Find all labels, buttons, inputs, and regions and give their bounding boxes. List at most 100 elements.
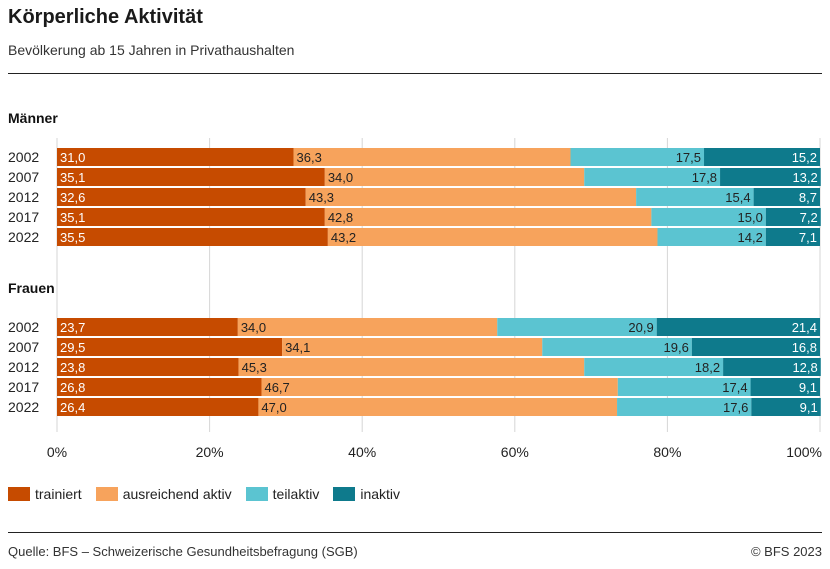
data-label: 17,8 xyxy=(692,170,717,185)
bar-segment xyxy=(542,338,692,356)
data-label: 32,6 xyxy=(60,190,85,205)
data-label: 36,3 xyxy=(297,150,322,165)
bar-segment xyxy=(584,358,724,376)
data-label: 29,5 xyxy=(60,340,85,355)
x-tick-label: 20% xyxy=(196,444,224,460)
data-label: 7,2 xyxy=(800,210,818,225)
data-label: 47,0 xyxy=(261,400,286,415)
bar-segment xyxy=(691,338,820,356)
bar-segment xyxy=(720,168,821,186)
bar-segment xyxy=(282,338,543,356)
data-label: 42,8 xyxy=(328,210,353,225)
year-label: 2017 xyxy=(8,379,39,395)
data-label: 7,1 xyxy=(799,230,817,245)
bar-segment xyxy=(617,378,751,396)
source-note: Quelle: BFS – Schweizerische Gesundheits… xyxy=(8,544,358,559)
data-label: 34,0 xyxy=(328,170,353,185)
chart-subtitle: Bevölkerung ab 15 Jahren in Privathausha… xyxy=(8,42,295,58)
legend-item: ausreichend aktiv xyxy=(95,486,232,502)
bar-segment xyxy=(723,358,821,376)
data-label: 34,0 xyxy=(241,320,266,335)
legend-label: teilaktiv xyxy=(272,486,320,502)
bar-segment xyxy=(657,228,766,246)
bar-segment xyxy=(305,188,637,206)
data-label: 20,9 xyxy=(628,320,653,335)
year-label: 2002 xyxy=(8,149,39,165)
bar-segment xyxy=(324,168,585,186)
bar-segment xyxy=(570,148,705,166)
bar-segment xyxy=(57,358,239,376)
bar-segment xyxy=(237,318,498,336)
legend-swatch xyxy=(333,487,356,501)
legend-item: trainiert xyxy=(8,486,82,502)
bar-segment xyxy=(753,188,820,206)
chart-title: Körperliche Aktivität xyxy=(8,6,203,28)
data-label: 19,6 xyxy=(664,340,689,355)
bar-segment xyxy=(57,378,262,396)
data-label: 31,0 xyxy=(60,150,85,165)
year-label: 2002 xyxy=(8,319,39,335)
data-label: 12,8 xyxy=(792,360,817,375)
group-label: Männer xyxy=(8,110,58,126)
bar-segment xyxy=(57,168,325,186)
bar-segment xyxy=(324,208,652,226)
bar-segment xyxy=(57,188,306,206)
year-label: 2022 xyxy=(8,399,39,415)
data-label: 43,3 xyxy=(309,190,334,205)
bar-segment xyxy=(238,358,585,376)
bar-segment xyxy=(261,378,618,396)
year-label: 2012 xyxy=(8,189,39,205)
x-tick-label: 100% xyxy=(786,444,822,460)
data-label: 13,2 xyxy=(792,170,817,185)
bar-segment xyxy=(57,318,238,336)
data-label: 26,4 xyxy=(60,400,85,415)
data-label: 43,2 xyxy=(331,230,356,245)
legend-item: teilaktiv xyxy=(245,486,320,502)
data-label: 18,2 xyxy=(695,360,720,375)
data-label: 35,5 xyxy=(60,230,85,245)
stacked-bar-chart: Männer 2002 31,0 36,3 17,5 15,2 2007 35,1 34,0 17… xyxy=(8,110,822,460)
data-label: 16,8 xyxy=(792,340,817,355)
bar-segment xyxy=(327,228,658,246)
data-label: 8,7 xyxy=(799,190,817,205)
data-label: 9,1 xyxy=(799,380,817,395)
bar-segment xyxy=(750,378,820,396)
x-tick-label: 80% xyxy=(653,444,681,460)
bar-segment xyxy=(57,338,283,356)
data-label: 15,0 xyxy=(738,210,763,225)
data-label: 23,8 xyxy=(60,360,85,375)
bar-segment xyxy=(497,318,657,336)
bar-segment xyxy=(57,148,294,166)
bar-segment xyxy=(584,168,721,186)
data-label: 17,5 xyxy=(676,150,701,165)
bar-segment xyxy=(57,208,325,226)
data-label: 15,2 xyxy=(792,150,817,165)
data-label: 9,1 xyxy=(800,400,818,415)
data-label: 34,1 xyxy=(285,340,310,355)
data-label: 26,8 xyxy=(60,380,85,395)
bar-segment xyxy=(651,208,766,226)
data-label: 17,4 xyxy=(722,380,747,395)
legend-label: trainiert xyxy=(35,486,82,502)
year-label: 2017 xyxy=(8,209,39,225)
bar-segment xyxy=(258,398,618,416)
x-tick-label: 40% xyxy=(348,444,376,460)
data-label: 46,7 xyxy=(264,380,289,395)
data-label: 14,2 xyxy=(738,230,763,245)
legend-swatch xyxy=(8,487,30,501)
year-label: 2022 xyxy=(8,229,39,245)
group-label: Frauen xyxy=(8,280,55,296)
footer-divider xyxy=(8,532,822,533)
data-label: 45,3 xyxy=(242,360,267,375)
data-label: 21,4 xyxy=(792,320,817,335)
data-label: 17,6 xyxy=(723,400,748,415)
data-label: 35,1 xyxy=(60,170,85,185)
copyright-note: © BFS 2023 xyxy=(750,544,822,559)
x-tick-label: 60% xyxy=(501,444,529,460)
legend-swatch xyxy=(245,487,268,501)
data-label: 35,1 xyxy=(60,210,85,225)
bar-segment xyxy=(765,208,821,226)
bar-segment xyxy=(636,188,754,206)
year-label: 2007 xyxy=(8,169,39,185)
bar-segment xyxy=(656,318,820,336)
